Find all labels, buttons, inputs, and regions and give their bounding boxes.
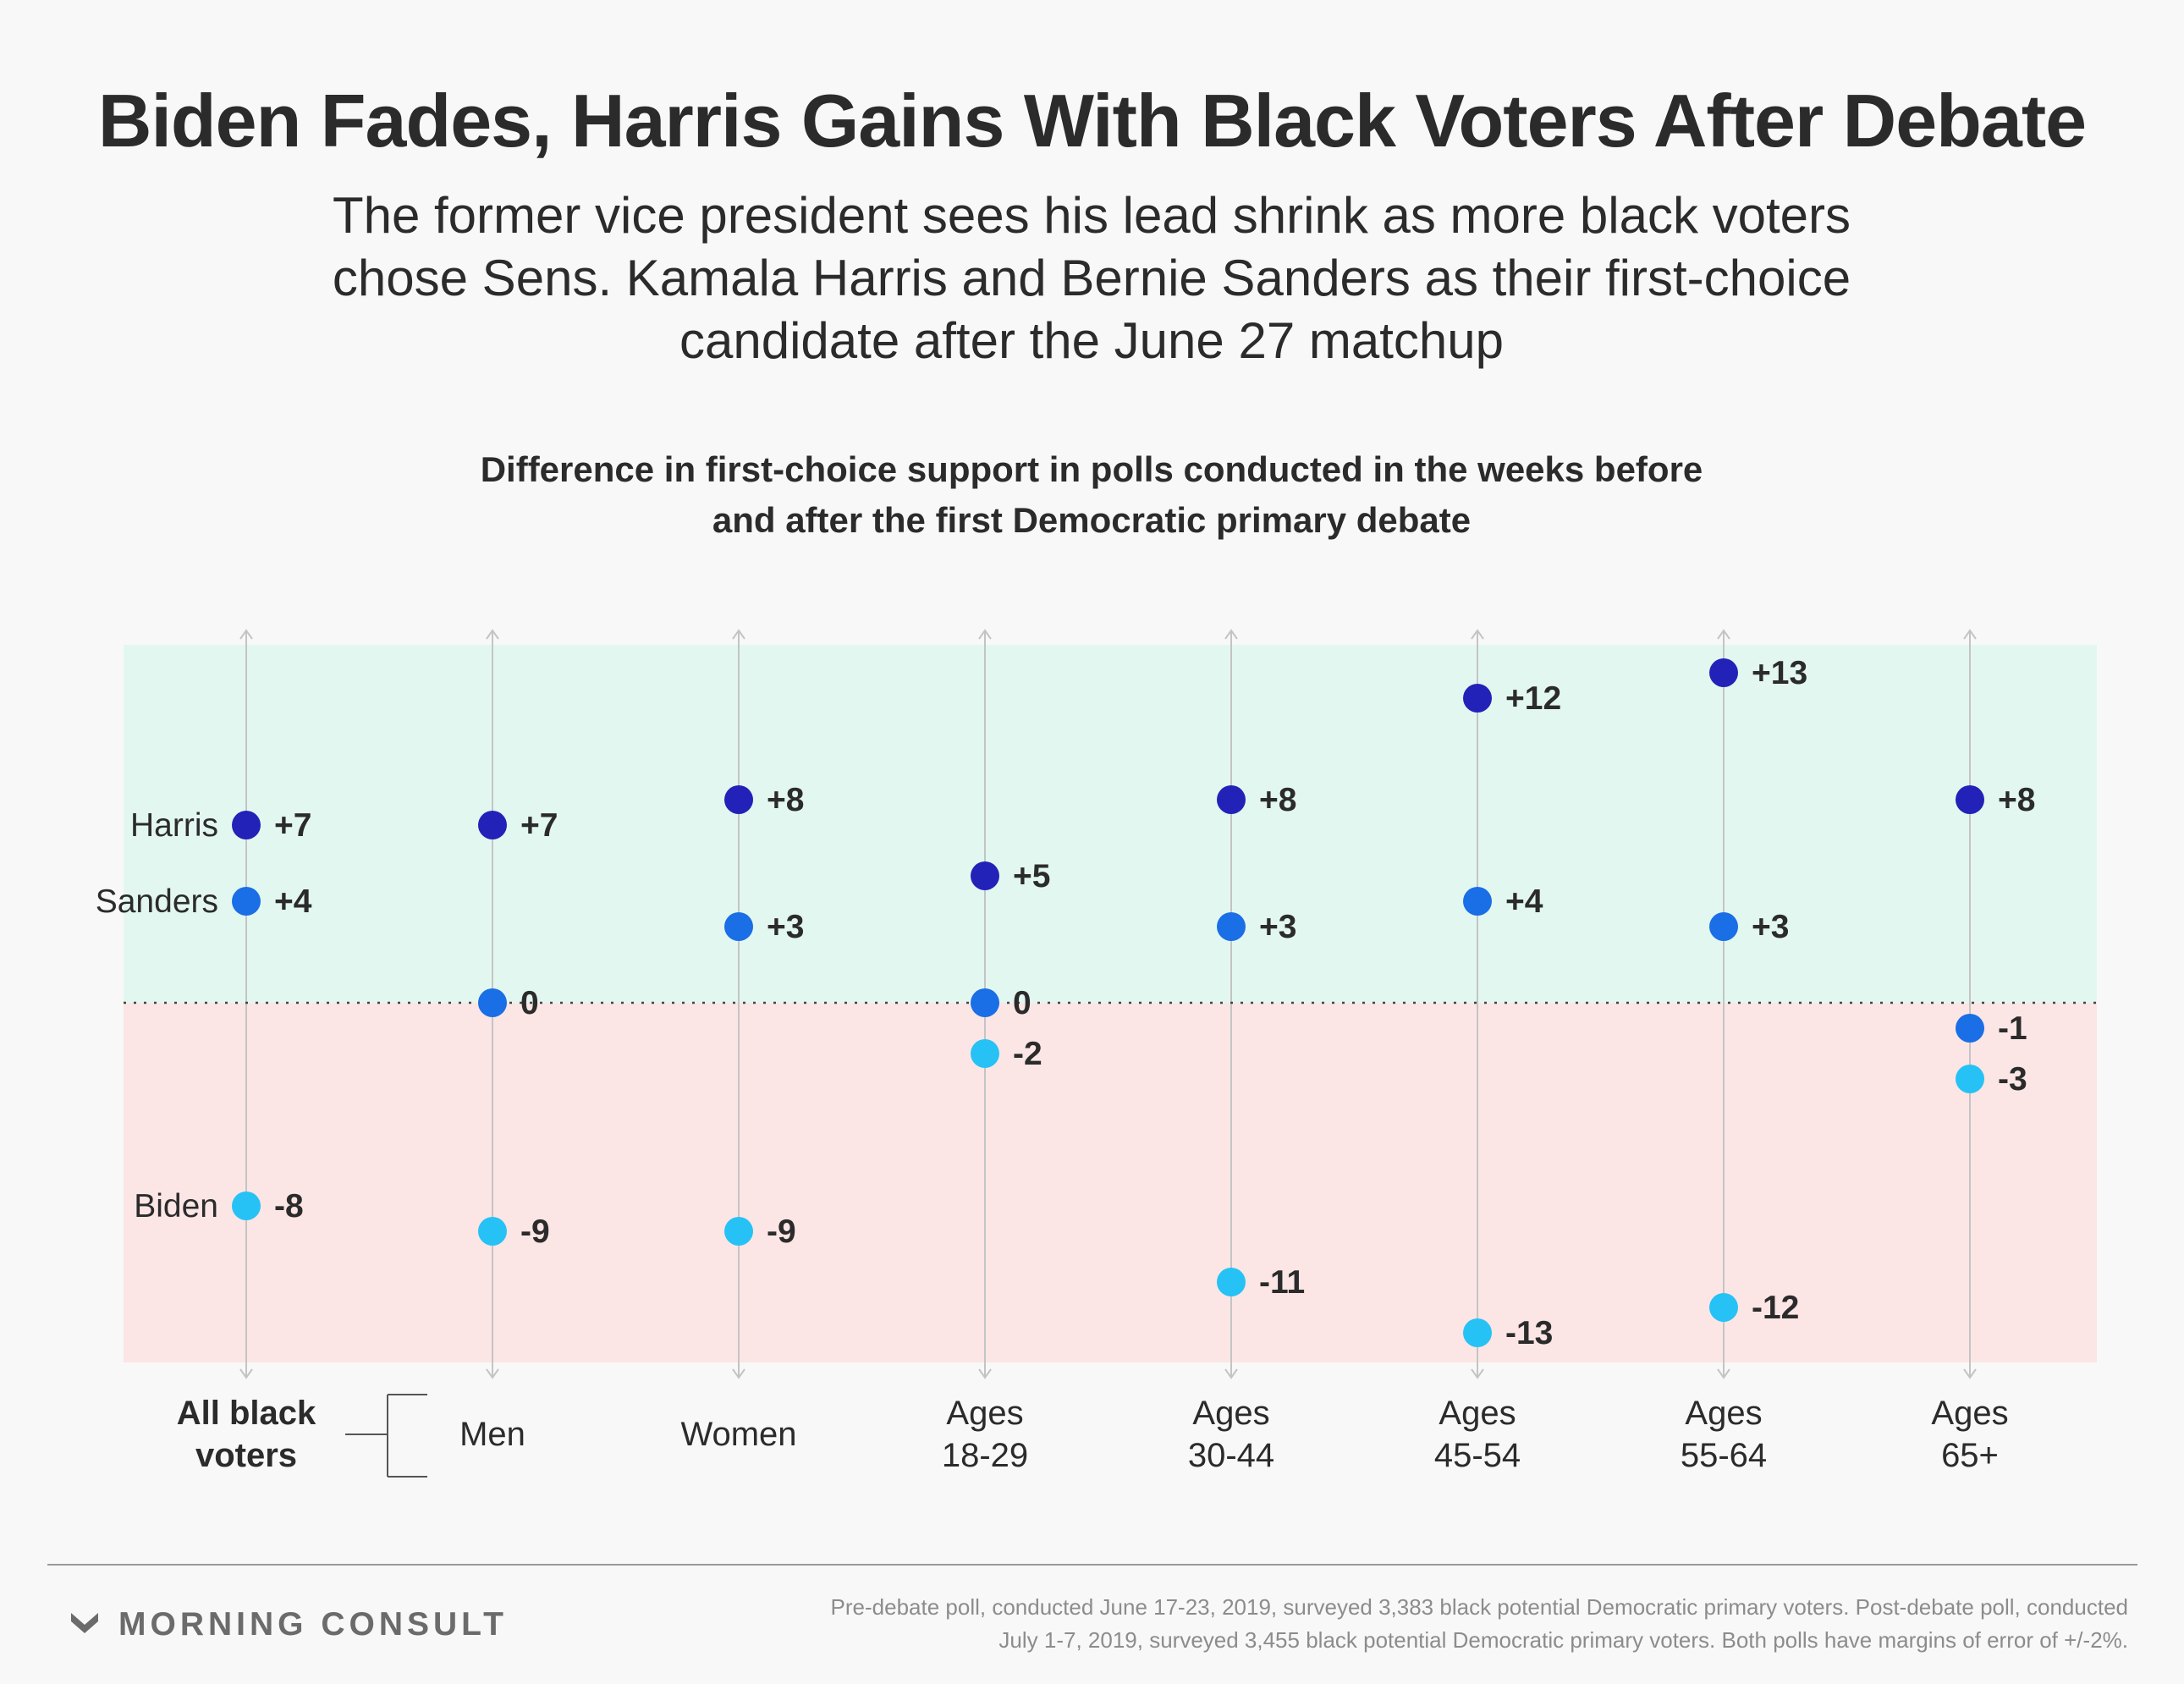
- data-label-biden: -11: [1259, 1264, 1305, 1301]
- dot-plot-chart: +7 +7 +8 +5 +8 +12 +13 +8 Harris +4 0 +3 0 +3 +4 +3 -1 Sa…: [96, 629, 2097, 1478]
- data-point-sanders: [971, 988, 999, 1017]
- category-label: Ages: [1192, 1395, 1269, 1432]
- data-point-harris: [971, 861, 999, 890]
- group-bracket: [345, 1394, 427, 1478]
- source-note: Pre-debate poll, conducted June 17-23, 2…: [605, 1591, 2128, 1657]
- data-label-harris: +7: [520, 807, 558, 844]
- data-point-biden: [478, 1217, 507, 1246]
- data-label-harris: +8: [1259, 782, 1296, 818]
- data-point-harris: [478, 811, 507, 839]
- category-label: 45-54: [1434, 1437, 1521, 1474]
- data-label-harris: +5: [1013, 858, 1050, 894]
- data-label-biden: -9: [520, 1213, 550, 1250]
- data-label-harris: +7: [274, 807, 311, 844]
- category-label: Men: [459, 1416, 525, 1453]
- category-label: Ages: [1685, 1395, 1762, 1432]
- data-point-sanders: [478, 988, 507, 1017]
- page-subtitle: The former vice president sees his lead …: [332, 187, 1851, 369]
- data-label-harris: +12: [1505, 680, 1561, 717]
- data-label-sanders: +4: [1505, 883, 1543, 920]
- data-label-sanders: 0: [520, 985, 539, 1021]
- data-point-sanders: [1463, 887, 1492, 916]
- positive-change-band: [124, 645, 2097, 1003]
- data-point-harris: [1956, 785, 1984, 814]
- axis-up-arrow-icon: [1717, 629, 1730, 640]
- series-name-label: Sanders: [96, 883, 218, 920]
- data-label-sanders: +4: [274, 883, 312, 920]
- data-label-sanders: -1: [1998, 1010, 2027, 1047]
- axis-down-arrow-icon: [1471, 1368, 1484, 1379]
- data-label-biden: -12: [1752, 1290, 1799, 1326]
- category-label: Ages: [946, 1395, 1023, 1432]
- data-label-sanders: +3: [1752, 909, 1789, 945]
- data-point-harris: [1217, 785, 1246, 814]
- axis-down-arrow-icon: [1963, 1368, 1977, 1379]
- series-name-label: Biden: [134, 1188, 218, 1224]
- category-label: voters: [195, 1437, 297, 1474]
- axis-down-arrow-icon: [1717, 1368, 1730, 1379]
- axis-down-arrow-icon: [239, 1368, 253, 1379]
- page-title: Biden Fades, Harris Gains With Black Vot…: [97, 79, 2087, 162]
- series-name-label: Harris: [130, 807, 218, 844]
- data-point-biden: [1709, 1293, 1738, 1322]
- category-label: 18-29: [942, 1437, 1028, 1474]
- data-label-sanders: +3: [767, 909, 804, 945]
- data-point-sanders: [232, 887, 261, 916]
- category-label: Ages: [1931, 1395, 2008, 1432]
- logo-text: MORNING CONSULT: [118, 1606, 508, 1643]
- axis-up-arrow-icon: [732, 629, 745, 640]
- category-label: All black: [177, 1395, 316, 1432]
- axis-up-arrow-icon: [978, 629, 992, 640]
- category-label: Women: [680, 1416, 796, 1453]
- source-note-line: July 1-7, 2019, surveyed 3,455 black pot…: [998, 1627, 2128, 1653]
- footer-divider: [47, 1564, 2137, 1566]
- data-point-biden: [971, 1039, 999, 1068]
- axis-up-arrow-icon: [486, 629, 499, 640]
- axis-down-arrow-icon: [1224, 1368, 1238, 1379]
- axis-down-arrow-icon: [486, 1368, 499, 1379]
- data-label-harris: +8: [767, 782, 804, 818]
- data-point-biden: [1463, 1318, 1492, 1347]
- data-label-harris: +8: [1998, 782, 2035, 818]
- data-point-sanders: [1956, 1014, 1984, 1043]
- data-point-biden: [1217, 1268, 1246, 1296]
- negative-change-band: [124, 1003, 2097, 1362]
- data-label-biden: -2: [1013, 1036, 1042, 1072]
- category-label: 55-64: [1681, 1437, 1767, 1474]
- data-point-sanders: [724, 912, 753, 941]
- data-label-biden: -3: [1998, 1061, 2027, 1098]
- axis-up-arrow-icon: [239, 629, 253, 640]
- axis-up-arrow-icon: [1224, 629, 1238, 640]
- data-point-biden: [232, 1191, 261, 1220]
- data-point-biden: [724, 1217, 753, 1246]
- data-point-harris: [724, 785, 753, 814]
- data-label-sanders: +3: [1259, 909, 1296, 945]
- category-label: Ages: [1439, 1395, 1516, 1432]
- axis-up-arrow-icon: [1963, 629, 1977, 640]
- data-point-harris: [232, 811, 261, 839]
- category-label: 30-44: [1188, 1437, 1274, 1474]
- axis-up-arrow-icon: [1471, 629, 1484, 640]
- data-label-biden: -9: [767, 1213, 796, 1250]
- category-label: 65+: [1941, 1437, 1999, 1474]
- data-point-sanders: [1709, 912, 1738, 941]
- data-point-harris: [1463, 684, 1492, 713]
- chart-title: Difference in first-choice support in po…: [480, 449, 1703, 540]
- data-label-sanders: 0: [1013, 985, 1031, 1021]
- axis-down-arrow-icon: [732, 1368, 745, 1379]
- data-label-biden: -8: [274, 1188, 304, 1224]
- data-point-sanders: [1217, 912, 1246, 941]
- source-note-line: Pre-debate poll, conducted June 17-23, 2…: [830, 1594, 2128, 1620]
- morning-consult-logo: MORNING CONSULT: [69, 1606, 508, 1643]
- data-label-harris: +13: [1752, 655, 1807, 691]
- axis-down-arrow-icon: [978, 1368, 992, 1379]
- data-label-biden: -13: [1505, 1315, 1553, 1351]
- chevron-logo-icon: [71, 1613, 98, 1633]
- data-point-harris: [1709, 658, 1738, 687]
- data-point-biden: [1956, 1065, 1984, 1093]
